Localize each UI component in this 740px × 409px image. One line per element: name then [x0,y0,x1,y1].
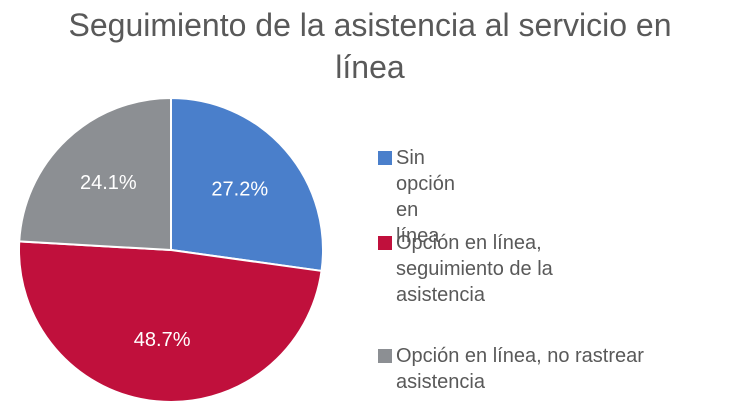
legend-label: Opción en línea, seguimiento de la asist… [396,232,553,306]
chart-title: Seguimiento de la asistencia al servicio… [68,7,672,85]
legend-item: Sin opción en línea [378,145,455,249]
pie-slice [170,96,324,273]
pie-slice [18,240,323,403]
legend-swatch [378,349,392,363]
data-label: 24.1% [80,172,137,194]
legend-swatch [378,236,392,250]
legend-item: Opción en línea, no rastrear asistencia [378,343,736,395]
legend-label: Opción en línea, no rastrear asistencia [396,345,644,393]
legend-label: Sin opción en línea [396,147,455,247]
data-label: 27.2% [211,178,268,200]
legend-item: Opción en línea, seguimiento de la asist… [378,230,606,308]
data-label: 48.7% [134,329,191,351]
legend-swatch [378,151,392,165]
pie-slice [18,96,172,252]
